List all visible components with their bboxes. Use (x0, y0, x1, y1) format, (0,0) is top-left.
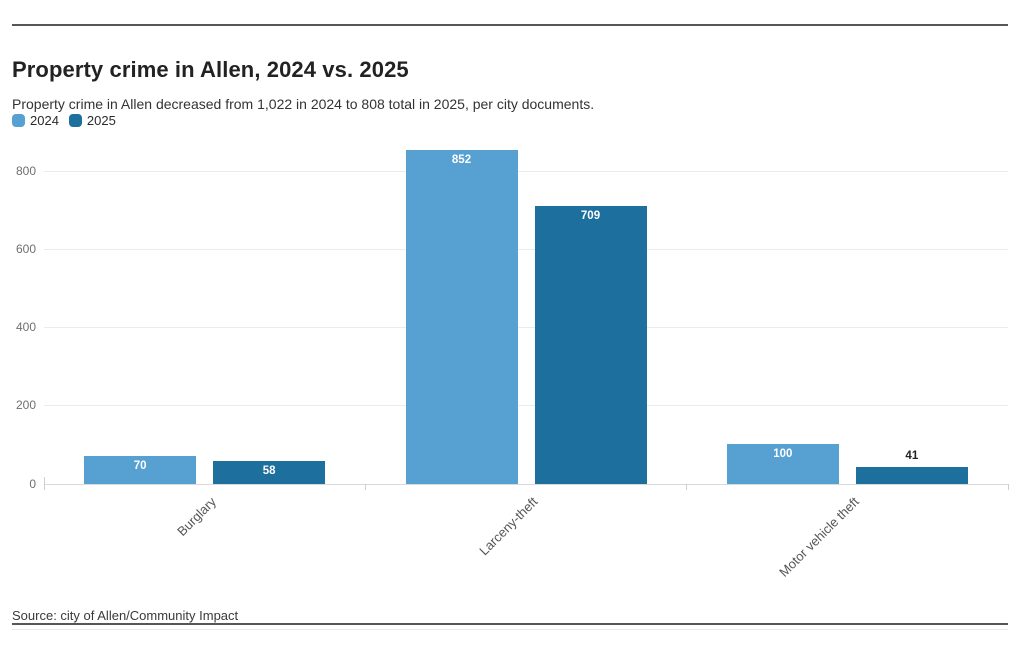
bar-burglary-2024 (84, 456, 197, 484)
legend-swatch-2025-icon (68, 114, 82, 127)
top-divider (12, 24, 1008, 26)
bar-value-label: 41 (905, 450, 919, 463)
bar-value-label: 58 (262, 464, 276, 477)
legend-label-2024: 2024 (30, 113, 59, 128)
source-note: Source: city of Allen/Community Impact (12, 608, 239, 623)
legend-item-2025: 2025 (68, 113, 116, 128)
x-axis-category-label: Motor vehicle theft (776, 494, 862, 580)
bar-larceny-theft-2025 (534, 206, 647, 484)
bar-motor-vehicle-theft-2024 (726, 444, 839, 484)
x-axis-tick (1007, 484, 1009, 490)
bottom-faint-divider (12, 629, 1008, 630)
x-axis-tick (43, 477, 45, 490)
bar-larceny-theft-2024 (405, 150, 518, 484)
chart-legend: 2024 2025 (12, 113, 116, 128)
bar-value-label: 70 (133, 460, 147, 473)
legend-item-2024: 2024 (12, 113, 59, 128)
gridline-600 (44, 248, 1008, 250)
bar-burglary-2025 (213, 460, 326, 484)
legend-swatch-2024-icon (12, 114, 25, 127)
x-axis-baseline (44, 483, 1008, 485)
bar-motor-vehicle-theft-2025 (855, 467, 968, 484)
legend-label-2025: 2025 (86, 113, 116, 128)
y-axis-tick-label-400: 400 (15, 320, 36, 334)
bar-value-label: 100 (773, 448, 793, 461)
x-axis-tick (686, 484, 688, 490)
chart-title: Property crime in Allen, 2024 vs. 2025 (12, 56, 409, 82)
bottom-divider (12, 623, 1008, 625)
x-axis-category-label: Burglary (174, 494, 220, 539)
x-axis-tick (364, 484, 366, 490)
y-axis-tick-label-0: 0 (29, 476, 36, 491)
bar-value-label: 709 (580, 210, 601, 223)
chart-subtitle: Property crime in Allen decreased from 1… (12, 96, 595, 112)
gridline-200 (44, 405, 1008, 407)
gridline-400 (44, 327, 1008, 328)
y-axis-tick-label-800: 800 (15, 163, 36, 178)
y-axis-tick-label-200: 200 (15, 398, 36, 413)
x-axis-category-label: Larceny-theft (476, 494, 541, 559)
y-axis-tick-label-600: 600 (15, 241, 36, 256)
gridline-800 (44, 170, 1008, 172)
bar-value-label: 852 (451, 154, 472, 167)
